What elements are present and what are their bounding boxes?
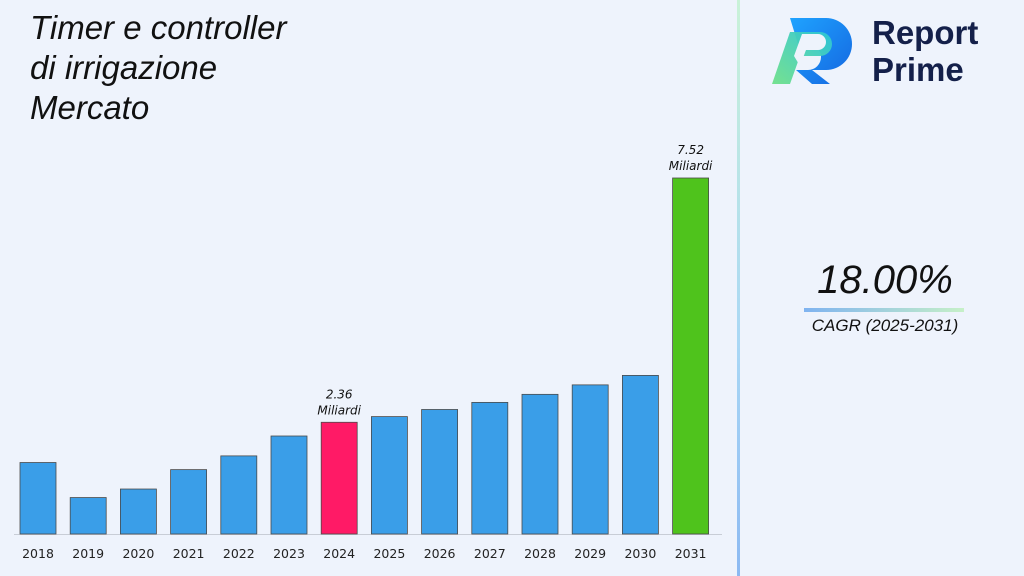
x-tick-label-2026: 2026 [424, 546, 456, 561]
bar-2030 [622, 375, 659, 535]
x-tick-label-2018: 2018 [22, 546, 54, 561]
bar-2020 [120, 488, 157, 535]
x-tick-label-2023: 2023 [273, 546, 305, 561]
cagr-value: 18.00% [817, 258, 953, 302]
report-prime-logo-icon [772, 18, 852, 84]
title-line-3: Mercato [30, 89, 150, 126]
x-tick-label-2028: 2028 [524, 546, 556, 561]
x-tick-label-2030: 2030 [624, 546, 656, 561]
brand-line-1: Report [872, 14, 979, 51]
data-label-unit-2024: Miliardi [317, 403, 361, 417]
title-line-1: Timer e controller [30, 9, 287, 46]
x-tick-label-2021: 2021 [173, 546, 205, 561]
x-tick-label-2025: 2025 [373, 546, 405, 561]
title-line-2: di irrigazione [30, 49, 218, 86]
brand-name: Report Prime [872, 14, 978, 88]
bar-2022 [220, 455, 258, 535]
x-tick-label-2022: 2022 [223, 546, 255, 561]
cagr-label: CAGR (2025-2031) [811, 316, 959, 335]
bar-2021 [170, 469, 208, 535]
brand-line-2: Prime [872, 51, 964, 88]
chart-title: Timer e controller di irrigazione Mercat… [30, 8, 360, 128]
bar-chart: 2018 2019 2020 2021 2022 2023 2024 2025 2026 2027… [14, 143, 722, 561]
bar-2023 [270, 435, 308, 535]
x-tick-label-2020: 2020 [122, 546, 154, 561]
data-label-unit-2031: Miliardi [669, 159, 713, 173]
bar-2027 [471, 401, 509, 535]
data-label-value-2031: 7.52 [677, 143, 704, 157]
x-tick-label-2027: 2027 [474, 546, 506, 561]
bar-2024 [320, 421, 358, 535]
panel-divider [737, 0, 740, 576]
x-tick-label-2024: 2024 [323, 546, 355, 561]
bar-2028 [521, 393, 559, 535]
bar-2018 [19, 462, 57, 535]
x-tick-label-2019: 2019 [72, 546, 104, 561]
bar-2026 [421, 409, 459, 535]
bar-2031 [672, 177, 709, 535]
bar-2019 [69, 497, 107, 535]
bar-2029 [571, 384, 609, 535]
x-tick-label-2029: 2029 [574, 546, 606, 561]
data-label-value-2024: 2.36 [326, 387, 353, 401]
cagr-underline [804, 308, 964, 312]
bar-2025 [370, 416, 408, 535]
x-tick-label-2031: 2031 [675, 546, 707, 561]
